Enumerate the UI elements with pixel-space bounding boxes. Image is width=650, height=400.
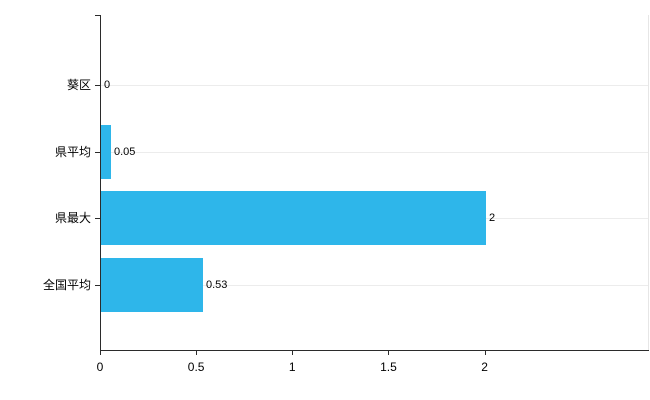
bar-value-label: 0 (104, 79, 111, 91)
x-tick (388, 350, 390, 355)
category-label: 全国平均 (42, 278, 91, 293)
bar-value-label: 0.05 (114, 145, 136, 158)
x-tick-label: 1.5 (380, 360, 397, 374)
x-tick-label: 1 (288, 360, 296, 374)
x-tick (196, 350, 198, 355)
bar (101, 191, 486, 246)
x-tick (484, 350, 486, 355)
bar-value-label: 0.53 (206, 279, 228, 292)
bar-value-label: 2 (489, 212, 496, 225)
x-tick (292, 350, 294, 355)
x-tick (100, 350, 101, 355)
gridline (100, 85, 648, 86)
bar (101, 258, 203, 313)
x-tick-label: 0 (96, 360, 104, 374)
x-tick-label: 0.5 (187, 360, 205, 374)
x-tick-label: 2 (481, 360, 488, 374)
gridline (100, 285, 648, 287)
y-axis-top-tick (95, 15, 100, 16)
y-axis (100, 15, 101, 350)
bar (101, 124, 111, 179)
gridline (100, 151, 648, 153)
category-label: 葵区 (66, 78, 91, 92)
category-label: 県最大 (54, 211, 91, 226)
y-tick (95, 218, 100, 220)
plot-right-border (648, 15, 649, 350)
y-tick (95, 151, 100, 153)
category-label: 県平均 (54, 144, 91, 159)
y-tick (95, 85, 100, 86)
x-axis (100, 350, 649, 351)
y-tick (95, 285, 100, 287)
